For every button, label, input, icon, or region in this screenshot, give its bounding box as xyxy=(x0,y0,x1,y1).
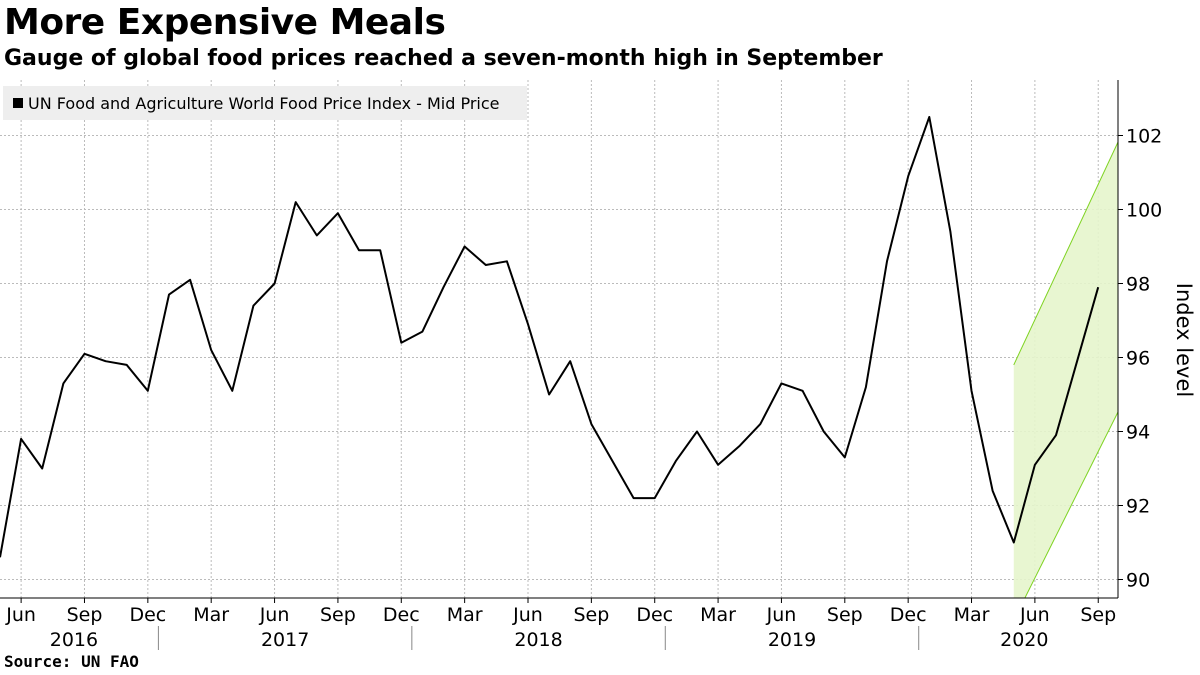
x-tick-label: Mar xyxy=(447,604,483,626)
x-tick-label: Sep xyxy=(573,604,609,626)
axes xyxy=(0,80,1119,599)
y-tick-label: 102 xyxy=(1126,126,1162,148)
x-tick-label: Dec xyxy=(636,604,673,626)
x-tick-label: Jun xyxy=(512,604,543,626)
x-tick-label: Jun xyxy=(5,604,36,626)
trend-channel-lower xyxy=(1024,410,1118,598)
trend-channel-upper xyxy=(1013,140,1118,366)
x-tick-label: Sep xyxy=(1080,604,1116,626)
gridlines xyxy=(0,80,1118,598)
trend-channel xyxy=(1013,140,1118,598)
series-group xyxy=(0,116,1100,558)
x-tick-label: Mar xyxy=(954,604,990,626)
x-tick-label: Dec xyxy=(383,604,420,626)
source-note: Source: UN FAO xyxy=(4,652,139,671)
x-tick-label: Jun xyxy=(259,604,290,626)
trend-channel-fill xyxy=(1013,142,1118,598)
legend-swatch xyxy=(13,98,23,108)
x-year-label: 2016 xyxy=(50,629,98,651)
x-tick-label: Mar xyxy=(700,604,736,626)
x-year-label: 2017 xyxy=(261,629,309,651)
x-tick-label: Jun xyxy=(766,604,797,626)
x-tick-label: Dec xyxy=(890,604,927,626)
y-tick-label: 94 xyxy=(1126,422,1150,444)
y-tick-label: 96 xyxy=(1126,348,1150,370)
x-tick-label: Sep xyxy=(827,604,863,626)
trend-channel-shapes xyxy=(1013,140,1118,598)
x-tick-label: Sep xyxy=(67,604,103,626)
series-line xyxy=(0,116,1100,558)
y-tick-label: 92 xyxy=(1126,496,1150,518)
x-year-label: 2019 xyxy=(768,629,816,651)
x-axis-ticks: Jun Sep Dec Mar Jun Sep Dec Mar Jun Sep Dec Mar Jun S… xyxy=(5,598,1116,651)
x-tick-label: Sep xyxy=(320,604,356,626)
y-axis-label: Index level xyxy=(1172,282,1196,398)
chart-title: More Expensive Meals xyxy=(4,2,446,43)
y-axis-ticks: 90 92 94 96 98 100 102 xyxy=(1118,126,1162,592)
x-tick-label: Dec xyxy=(129,604,166,626)
legend: UN Food and Agriculture World Food Price… xyxy=(3,86,527,120)
y-tick-label: 98 xyxy=(1126,274,1150,296)
y-tick-label: 100 xyxy=(1126,200,1162,222)
x-tick-label: Jun xyxy=(1019,604,1050,626)
x-year-label: 2020 xyxy=(1000,629,1048,651)
x-year-label: 2018 xyxy=(514,629,562,651)
x-tick-label: Mar xyxy=(193,604,229,626)
chart-subtitle: Gauge of global food prices reached a se… xyxy=(4,46,883,71)
legend-label: UN Food and Agriculture World Food Price… xyxy=(28,93,500,113)
y-tick-label: 90 xyxy=(1126,570,1150,592)
